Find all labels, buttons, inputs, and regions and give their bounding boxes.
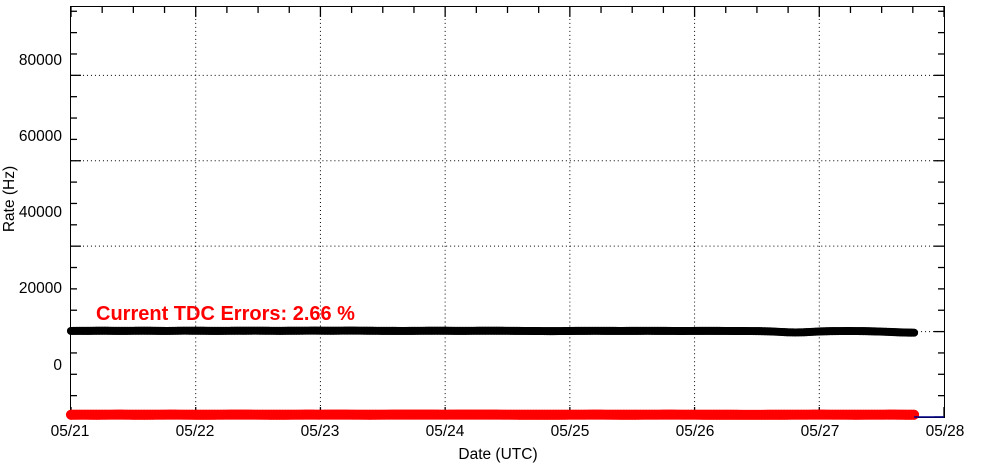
x-tick-label: 05/23 [300, 423, 340, 440]
x-tick-label: 05/26 [675, 423, 715, 440]
x-tick-label: 05/22 [175, 423, 215, 440]
y-axis-tick-labels: 80000 60000 40000 20000 0 [0, 0, 62, 472]
current-tdc-errors-annotation: Current TDC Errors: 2.66 % [96, 303, 355, 325]
x-tick-label: 05/24 [425, 423, 465, 440]
plot-frame [66, 6, 945, 420]
x-tick-label: 05/28 [925, 423, 965, 440]
data-series-layer [66, 326, 944, 420]
y-tick-label: 80000 [18, 52, 62, 69]
x-tick-label: 05/27 [800, 423, 840, 440]
x-axis-title: Date (UTC) [458, 446, 538, 463]
y-tick-label: 40000 [18, 204, 62, 221]
data-series [66, 409, 920, 420]
y-tick-label: 20000 [18, 280, 62, 297]
data-series [67, 326, 919, 337]
x-tick-label: 05/21 [50, 423, 90, 440]
y-tick-label: 60000 [18, 128, 62, 145]
y-tick-label: 0 [53, 357, 62, 374]
x-tick-label: 05/25 [550, 423, 590, 440]
y-axis-title: Rate (Hz) [1, 165, 18, 233]
